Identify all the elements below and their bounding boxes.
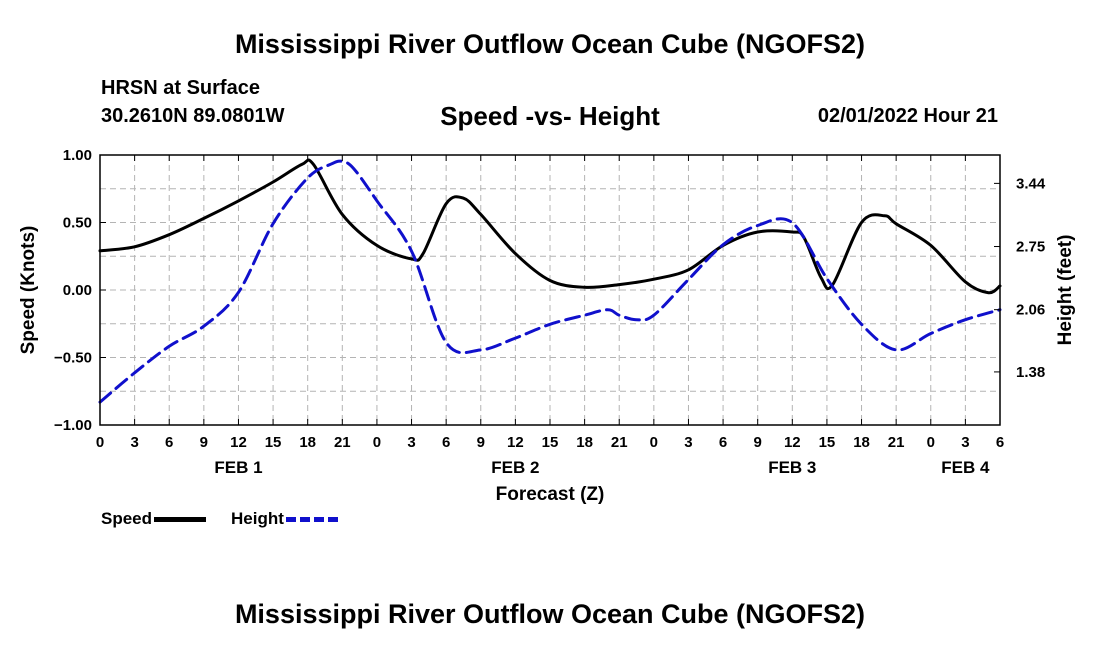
station-coordinates: 30.2610N 89.0801W [101,105,285,127]
axes: 0 3 6 9 12 15 18 21 0 3 6 9 12 15 18 21 0 3 6 9 12 15 18 21 0 3 6 1… [54,147,1046,477]
y-tick-label: −1.00 [54,417,92,434]
footer-title: Mississippi River Outflow Ocean Cube (NG… [234,599,866,629]
x-axis-label: Forecast (Z) [496,484,605,505]
series-layer [98,158,1002,404]
y2-tick-label: 3.44 [1016,175,1046,192]
y2-tick-label: 1.38 [1016,364,1045,381]
legend-label-height: Height [231,509,284,528]
series-line-height [98,159,1002,404]
station-label: HRSN at Surface [101,77,260,99]
y-tick-label: −0.50 [54,350,92,367]
date-label: FEB 4 [941,458,990,477]
y-axis-label-right: Height (feet) [1055,235,1076,346]
x-tick-label: 3 [130,434,138,451]
x-tick-label: 3 [684,434,692,451]
x-tick-label: 18 [576,434,593,451]
forecast-timestamp: 02/01/2022 Hour 21 [817,105,998,127]
x-tick-label: 12 [230,434,247,451]
legend-swatch-speed [154,516,207,522]
y-tick-label: 0.50 [63,215,92,232]
x-tick-label: 9 [477,434,485,451]
x-tick-label: 0 [650,434,658,451]
x-tick-label: 3 [407,434,415,451]
x-tick-label: 15 [542,434,559,451]
x-tick-label: 6 [442,434,450,451]
x-tick-label: 6 [719,434,727,451]
x-tick-label: 6 [165,434,173,451]
grid [100,155,1000,425]
chart-subtitle: Speed -vs- Height [440,101,660,131]
x-tick-label: 21 [334,434,351,451]
x-tick-label: 0 [96,434,104,451]
x-tick-label: 21 [611,434,628,451]
date-label: FEB 3 [768,458,816,477]
x-tick-label: 9 [754,434,762,451]
x-tick-label: 18 [853,434,870,451]
legend-item-height: Height [231,509,338,529]
x-tick-label: 15 [265,434,282,451]
y-axis-label-left: Speed (Knots) [18,226,39,355]
y-tick-label: 1.00 [63,147,92,164]
date-label: FEB 2 [491,458,539,477]
legend-label-speed: Speed [101,509,153,528]
date-label: FEB 1 [214,458,262,477]
x-tick-label: 21 [888,434,905,451]
legend-swatch-height [285,516,338,522]
x-tick-label: 12 [784,434,801,451]
x-tick-label: 0 [373,434,381,451]
x-tick-label: 9 [200,434,208,451]
chart-main-title: Mississippi River Outflow Ocean Cube (NG… [234,29,866,59]
legend-item-speed: Speed [101,509,207,529]
x-tick-label: 12 [507,434,524,451]
x-tick-label: 15 [819,434,836,451]
series-line-speed [98,158,1002,295]
x-tick-label: 6 [996,434,1004,451]
y2-tick-label: 2.75 [1016,239,1045,256]
x-tick-label: 3 [961,434,969,451]
x-tick-label: 18 [299,434,316,451]
y2-tick-label: 2.06 [1016,302,1045,319]
y-tick-label: 0.00 [63,282,92,299]
x-tick-label: 0 [927,434,935,451]
